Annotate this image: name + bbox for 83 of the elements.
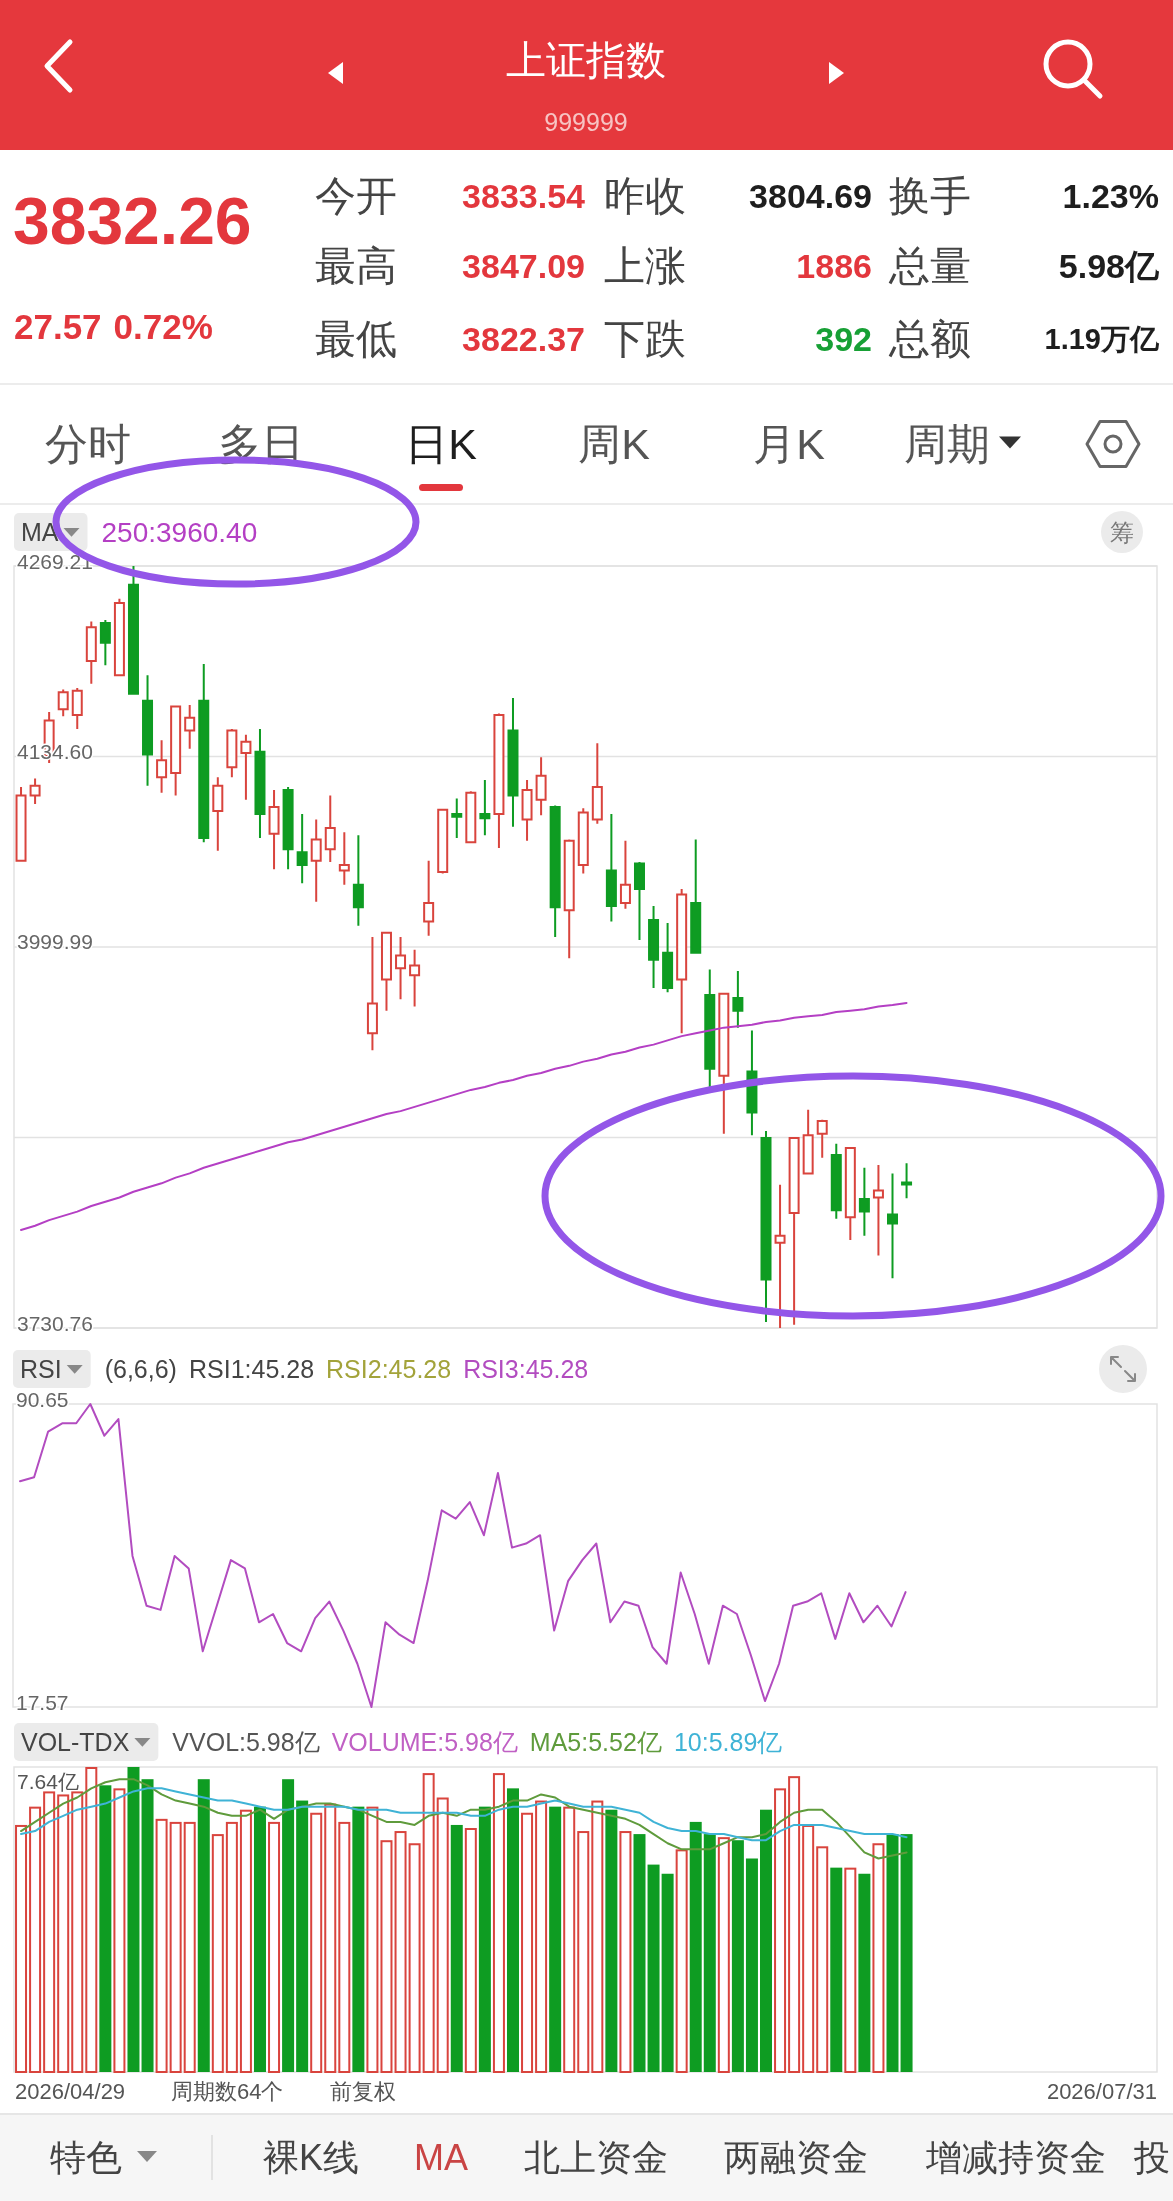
text: RSI3:45.28: [463, 1355, 589, 1383]
text: 两融资金: [724, 2136, 868, 2178]
text: 换手: [889, 173, 971, 219]
bar: [661, 1873, 674, 2072]
bar: [647, 1864, 660, 2072]
bar: [450, 1824, 463, 2072]
text: 总额: [888, 316, 971, 362]
bar: [127, 1767, 140, 2072]
bar: [703, 1834, 716, 2072]
y-tick-label: 3730.76: [17, 1311, 93, 1335]
text: 增减持资金: [925, 2136, 1106, 2178]
text: 3822.37: [462, 320, 585, 358]
text: 1.23%: [1062, 177, 1159, 215]
text: 前复权: [330, 2078, 396, 2104]
bar: [830, 1867, 843, 2072]
text: 特色: [50, 2136, 122, 2178]
y-tick-label: 17.57: [16, 1690, 69, 1714]
text: 0.72%: [113, 306, 213, 346]
bar: [633, 1834, 646, 2072]
series-label: MA5:5.52亿: [529, 1728, 662, 1756]
text: 月K: [753, 420, 826, 468]
bar: [352, 1806, 365, 2072]
text: 下跌: [604, 316, 686, 362]
legend-title: RSI: [20, 1355, 62, 1383]
bar: [478, 1806, 491, 2072]
text: 最高: [315, 243, 397, 289]
text: RSI2:45.28: [326, 1355, 452, 1383]
text: 10:5.89亿: [673, 1728, 783, 1756]
text: 周K: [578, 420, 651, 468]
text: 今开: [315, 173, 397, 219]
text: 1.19万亿: [1044, 323, 1160, 355]
y-tick-label: 3999.99: [17, 930, 93, 954]
text: 周期: [904, 420, 990, 468]
text: 日K: [405, 420, 478, 468]
text: 投: [1133, 2136, 1170, 2178]
text: 3804.69: [749, 177, 872, 215]
text: 5.98亿: [1058, 247, 1160, 285]
text: 3847.09: [462, 247, 585, 285]
text: 昨收: [604, 173, 686, 219]
text: 分时: [45, 420, 131, 468]
text: 3832.26: [13, 184, 252, 258]
text: 3833.54: [462, 177, 586, 215]
bar: [900, 1834, 913, 2072]
bar: [731, 1840, 744, 2072]
text: 2026/07/31: [1046, 2078, 1157, 2104]
text: (6,6,6): [104, 1355, 177, 1383]
text: 裸K线: [262, 2136, 360, 2178]
text: RSI1:45.28: [188, 1355, 315, 1383]
y-tick-label: 4269.21: [17, 549, 93, 573]
text: VVOL:5.98亿: [172, 1728, 320, 1756]
text: 最低: [315, 316, 397, 362]
text: 27.57: [14, 306, 102, 346]
text: 筹: [1110, 518, 1134, 546]
text: 上证指数: [506, 38, 666, 82]
bar: [886, 1834, 899, 2072]
text: 上涨: [604, 243, 686, 289]
bar: [506, 1788, 519, 2072]
text: 250:3960.40: [101, 516, 258, 548]
legend-title: MA: [21, 518, 59, 546]
bar: [253, 1806, 266, 2072]
bar: [296, 1800, 309, 2072]
bar: [858, 1873, 871, 2072]
bar: [760, 1809, 772, 2072]
text: 北上资金: [524, 2136, 668, 2178]
text: 周期数64个: [171, 2078, 284, 2104]
bar: [141, 1779, 154, 2072]
legend-title: VOL-TDX: [21, 1728, 130, 1756]
text: 2026/04/29: [15, 2078, 126, 2104]
bar: [689, 1821, 702, 2072]
text: 总量: [888, 243, 971, 289]
bar: [99, 1785, 112, 2072]
text: 392: [815, 320, 872, 358]
bar: [549, 1806, 562, 2072]
text: VOLUME:5.98亿: [331, 1728, 518, 1756]
annotation: 7.64亿: [17, 1769, 79, 1793]
bar: [197, 1779, 210, 2072]
text: 999999: [544, 108, 628, 136]
bar: [745, 1858, 758, 2072]
bar: [282, 1779, 295, 2072]
text: MA: [414, 2136, 468, 2178]
text: 1886: [796, 247, 872, 285]
y-tick-label: 90.65: [16, 1387, 69, 1411]
bar: [605, 1809, 618, 2072]
